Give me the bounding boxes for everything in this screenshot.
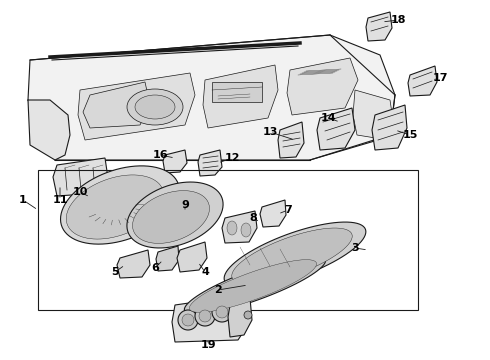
Ellipse shape xyxy=(195,306,215,326)
Text: 1: 1 xyxy=(19,195,27,205)
Text: 17: 17 xyxy=(432,73,448,83)
Polygon shape xyxy=(366,12,392,41)
Text: 15: 15 xyxy=(402,130,417,140)
Polygon shape xyxy=(53,158,108,196)
Ellipse shape xyxy=(227,221,237,235)
Polygon shape xyxy=(353,90,393,140)
Polygon shape xyxy=(232,228,352,284)
Text: 7: 7 xyxy=(284,205,292,215)
Polygon shape xyxy=(61,166,179,244)
Polygon shape xyxy=(156,246,179,271)
Polygon shape xyxy=(190,260,317,312)
Bar xyxy=(38,170,418,310)
Text: 11: 11 xyxy=(52,195,68,205)
Ellipse shape xyxy=(135,95,175,119)
Text: 5: 5 xyxy=(111,267,119,277)
Polygon shape xyxy=(163,150,187,173)
Ellipse shape xyxy=(199,310,211,322)
Polygon shape xyxy=(278,122,304,158)
Text: 13: 13 xyxy=(262,127,278,137)
Polygon shape xyxy=(184,256,326,314)
Text: 4: 4 xyxy=(201,267,209,277)
Ellipse shape xyxy=(212,302,232,322)
Text: 16: 16 xyxy=(152,150,168,160)
Text: 12: 12 xyxy=(224,153,240,163)
Polygon shape xyxy=(132,191,209,243)
Bar xyxy=(212,82,262,102)
Text: 10: 10 xyxy=(73,187,88,197)
Polygon shape xyxy=(260,200,286,227)
Text: 3: 3 xyxy=(351,243,359,253)
Polygon shape xyxy=(28,100,70,160)
Polygon shape xyxy=(117,250,150,278)
Polygon shape xyxy=(408,66,437,96)
Polygon shape xyxy=(127,182,223,248)
Polygon shape xyxy=(317,108,355,150)
Ellipse shape xyxy=(127,89,183,125)
Polygon shape xyxy=(203,65,278,128)
Polygon shape xyxy=(287,58,358,115)
Ellipse shape xyxy=(216,306,228,318)
Polygon shape xyxy=(228,298,252,337)
Polygon shape xyxy=(222,211,257,243)
Ellipse shape xyxy=(244,311,252,319)
Polygon shape xyxy=(78,73,195,140)
Polygon shape xyxy=(177,242,207,272)
Ellipse shape xyxy=(182,314,194,326)
Polygon shape xyxy=(66,175,164,239)
Ellipse shape xyxy=(241,223,251,237)
Polygon shape xyxy=(28,35,395,160)
Ellipse shape xyxy=(178,310,198,330)
Polygon shape xyxy=(198,150,222,176)
Polygon shape xyxy=(172,295,248,342)
Text: 2: 2 xyxy=(214,285,222,295)
Text: 19: 19 xyxy=(200,340,216,350)
Text: 14: 14 xyxy=(320,113,336,123)
Text: 9: 9 xyxy=(181,200,189,210)
Polygon shape xyxy=(83,82,150,128)
Polygon shape xyxy=(224,222,366,288)
Text: 18: 18 xyxy=(390,15,406,25)
Polygon shape xyxy=(372,105,407,150)
Text: 6: 6 xyxy=(151,263,159,273)
Text: 8: 8 xyxy=(249,213,257,223)
